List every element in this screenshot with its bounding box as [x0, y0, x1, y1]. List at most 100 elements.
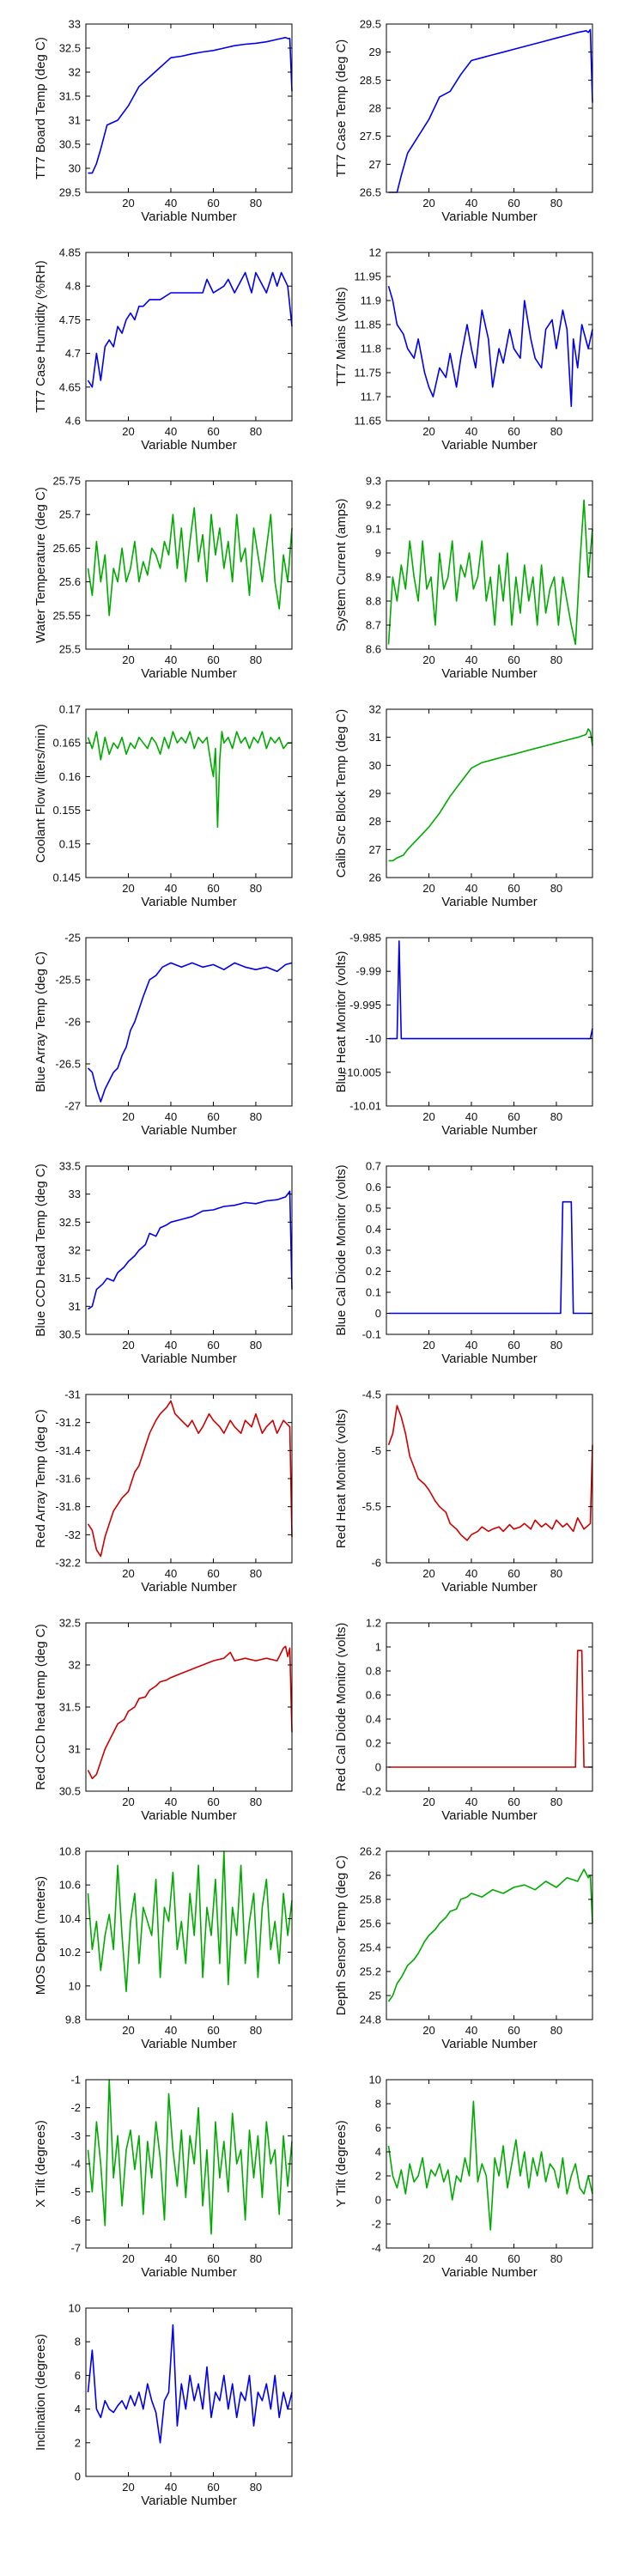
- y-tick-label: 29: [369, 787, 381, 800]
- y-tick-label: 0: [75, 2470, 81, 2483]
- x-tick-label: 20: [422, 882, 434, 895]
- x-tick-label: 60: [207, 1110, 219, 1123]
- chart-panel: 32.5 32 31.5 31 30.5 20 40 60 80 Variable Number R…: [33, 1617, 293, 1823]
- x-tick-label: 60: [507, 197, 519, 210]
- y-tick-label: 32: [69, 1244, 81, 1257]
- y-tick-label: 27.5: [360, 130, 381, 143]
- y-tick-label: 33: [69, 1188, 81, 1200]
- y-tick-label: -5: [371, 1444, 381, 1457]
- y-axis-label: Red CCD head temp (deg C): [33, 1624, 48, 1789]
- x-tick-label: 20: [422, 425, 434, 438]
- series-line: [388, 28, 593, 193]
- axes-frame: [85, 1394, 293, 1564]
- x-tick-label: 60: [207, 2481, 219, 2494]
- y-tick-label: 25.7: [59, 508, 81, 521]
- x-tick-label: 80: [550, 653, 562, 666]
- x-tick-label: 60: [207, 2024, 219, 2037]
- y-tick-label: -5.5: [362, 1500, 381, 1513]
- x-tick-label: 40: [465, 197, 477, 210]
- series-line: [388, 1649, 592, 1768]
- y-tick-label: 0.2: [366, 1737, 381, 1750]
- y-axis-label: TT7 Mains (volts): [334, 287, 349, 386]
- y-tick-label: 25.8: [360, 1893, 381, 1906]
- x-tick-label: 60: [207, 1567, 219, 1580]
- x-tick-label: 40: [465, 1339, 477, 1352]
- x-tick-label: 80: [550, 1795, 562, 1808]
- x-tick-label: 40: [465, 425, 477, 438]
- y-tick-label: 32.5: [59, 1617, 81, 1630]
- y-tick-label: 10.4: [59, 1912, 81, 1925]
- x-tick-label: 20: [122, 1339, 134, 1352]
- y-tick-label: 28: [369, 815, 381, 828]
- x-axis-label: Variable Number: [441, 1123, 537, 1138]
- x-tick-label: 80: [550, 882, 562, 895]
- x-axis-label: Variable Number: [441, 438, 537, 453]
- y-tick-label: 27: [369, 843, 381, 856]
- x-tick-label: 60: [507, 2024, 519, 2037]
- x-tick-label: 40: [465, 882, 477, 895]
- series-line: [388, 1200, 592, 1315]
- y-tick-label: 0.7: [366, 1160, 381, 1173]
- y-tick-label: 31: [69, 1300, 81, 1313]
- y-tick-label: 32.5: [59, 42, 81, 55]
- axes-frame: [386, 1850, 593, 2020]
- x-tick-label: 60: [207, 2252, 219, 2265]
- y-axis-label: Depth Sensor Temp (deg C): [334, 1856, 349, 2015]
- y-tick-label: -27: [64, 1100, 81, 1113]
- y-tick-label: 0.155: [52, 804, 81, 817]
- chart-panel: 10.8 10.6 10.4 10.2 10 9.8 20 40 60 80 Variable Nu…: [33, 1845, 293, 2051]
- y-tick-label: 27: [369, 158, 381, 171]
- chart-panel: 12 11.95 11.9 11.85 11.8 11.75 11.7 11.65 20 40 60…: [334, 246, 593, 453]
- y-axis-label: Blue CCD Head Temp (deg C): [33, 1163, 48, 1336]
- x-tick-label: 40: [465, 2252, 477, 2265]
- y-tick-label: -31.2: [55, 1416, 81, 1429]
- series-line: [387, 1868, 593, 2002]
- y-tick-label: 25.6: [360, 1917, 381, 1930]
- y-tick-label: 31.5: [59, 90, 81, 103]
- x-tick-label: 20: [422, 653, 434, 666]
- y-tick-label: 29: [369, 46, 381, 58]
- y-tick-label: 25.2: [360, 1965, 381, 1978]
- x-tick-label: 20: [422, 1795, 434, 1808]
- y-tick-label: -31.6: [55, 1473, 81, 1485]
- series-line: [87, 962, 293, 1103]
- y-tick-label: 11.65: [354, 415, 381, 428]
- series-line: [87, 1850, 293, 1993]
- x-tick-label: 20: [122, 2252, 134, 2265]
- x-axis-label: Variable Number: [441, 1808, 537, 1823]
- y-tick-label: 10: [69, 2302, 81, 2315]
- chart-panel: 33 32.5 32 31.5 31 30.5 30 29.5 20 40 60 80 Variable…: [33, 18, 293, 224]
- axes-frame: [386, 937, 593, 1107]
- y-tick-label: 0.3: [366, 1244, 381, 1257]
- y-tick-label: 0.8: [366, 1665, 381, 1678]
- chart-panel: 25.75 25.7 25.65 25.6 25.55 25.5 20 40 60 80 Varia…: [33, 475, 293, 681]
- series-line: [87, 2079, 293, 2235]
- y-tick-label: 33.5: [59, 1160, 81, 1173]
- y-tick-label: 26.5: [360, 186, 381, 199]
- x-tick-label: 60: [507, 1110, 519, 1123]
- x-tick-label: 40: [165, 197, 177, 210]
- x-tick-label: 40: [465, 2024, 477, 2037]
- y-axis-label: X Tilt (degrees): [33, 2120, 48, 2208]
- y-tick-label: -25: [64, 932, 81, 945]
- x-tick-label: 80: [250, 2024, 262, 2037]
- y-tick-label: -31.8: [55, 1500, 81, 1513]
- y-tick-label: 0.15: [59, 837, 81, 850]
- x-tick-label: 60: [507, 425, 519, 438]
- y-tick-label: 6: [75, 2369, 81, 2382]
- chart-panel: 1.2 1 0.8 0.6 0.4 0.2 0 -0.2 20 40 60 80 Variable Nu…: [334, 1617, 593, 1823]
- series-line: [87, 271, 293, 388]
- y-tick-label: 0.5: [366, 1202, 381, 1215]
- y-axis-label: Red Heat Monitor (volts): [334, 1409, 349, 1549]
- x-axis-label: Variable Number: [141, 1123, 236, 1138]
- y-tick-label: -7: [70, 2242, 81, 2255]
- x-tick-label: 40: [165, 2481, 177, 2494]
- y-axis-label: Blue Array Temp (deg C): [33, 951, 48, 1092]
- y-tick-label: 8.7: [366, 619, 381, 632]
- x-tick-label: 40: [165, 882, 177, 895]
- y-tick-label: 2: [375, 2170, 381, 2183]
- series-line: [87, 1400, 293, 1558]
- x-axis-label: Variable Number: [141, 210, 236, 224]
- y-tick-label: 25: [369, 1990, 381, 2002]
